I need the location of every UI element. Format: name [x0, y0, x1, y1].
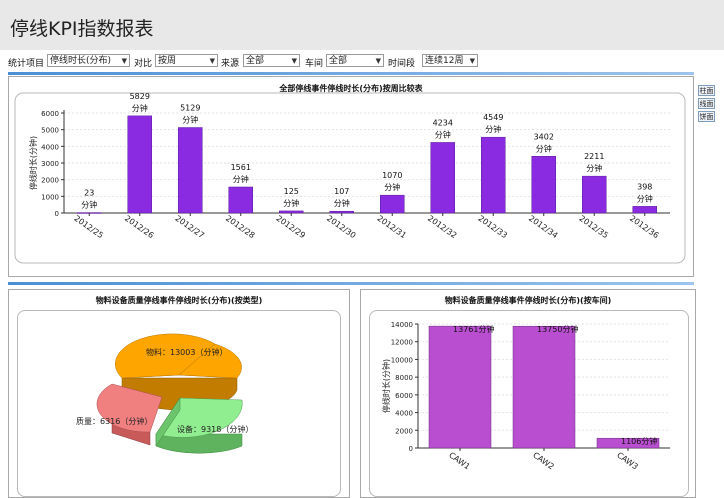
workshop-value: 全部 [329, 56, 348, 66]
section-divider [8, 282, 694, 285]
stat-item-value: 停线时长(分布) [50, 56, 112, 66]
weekly-chart-panel: 全部停线事件停线时长(分布)按周比较表 [8, 76, 694, 277]
compare-value: 按周 [158, 56, 177, 66]
chevron-down-icon: ▼ [375, 57, 381, 65]
workshop-label: 车间 [305, 59, 324, 69]
period-value: 连续12周 [425, 56, 464, 66]
chevron-down-icon: ▼ [209, 57, 215, 65]
chevron-down-icon: ▼ [121, 57, 127, 65]
pie-label-equipment: 设备：9318（分钟） [177, 425, 254, 434]
compare-label: 对比 [134, 59, 153, 69]
source-label: 来源 [221, 59, 240, 69]
workshop-chart-title: 物料设备质量停线事件停线时长(分布)(按车间) [444, 296, 612, 305]
workshop-select[interactable]: 全部 ▼ [326, 54, 384, 67]
pie-view-button[interactable]: 饼面 [698, 111, 715, 122]
period-select[interactable]: 连续12周 ▼ [422, 54, 478, 67]
workshop-chart-plot [369, 310, 689, 497]
title-bar: 停线KPI指数报表 [0, 0, 724, 51]
type-chart-title: 物料设备质量停线事件停线时长(分布)(按类型) [95, 296, 263, 305]
pie-label-quality: 质量：6316（分钟） [76, 417, 153, 426]
type-chart-plot [17, 310, 341, 497]
weekly-chart-title: 全部停线事件停线时长(分布)按周比较表 [279, 84, 423, 93]
page-title: 停线KPI指数报表 [10, 18, 154, 40]
period-label: 时间段 [388, 59, 416, 69]
type-chart-panel: 物料设备质量停线事件停线时长(分布)(按类型) [8, 289, 350, 498]
pie-label-material: 物料：13003（分钟） [146, 348, 228, 357]
stat-item-label: 统计项目 [8, 59, 45, 69]
compare-select[interactable]: 按周 ▼ [155, 54, 218, 67]
workshop-chart-panel: 物料设备质量停线事件停线时长(分布)(按车间) [360, 289, 696, 498]
stat-item-select[interactable]: 停线时长(分布) ▼ [47, 54, 130, 67]
line-view-button[interactable]: 线面 [698, 98, 715, 109]
section-divider [8, 72, 694, 75]
chevron-down-icon: ▼ [469, 57, 475, 65]
bar-view-button[interactable]: 柱面 [698, 85, 715, 96]
source-value: 全部 [246, 56, 265, 66]
chevron-down-icon: ▼ [291, 57, 297, 65]
filter-bar: 统计项目 停线时长(分布) ▼ 对比 按周 ▼ 来源 全部 ▼ 车间 全部 ▼ … [0, 50, 724, 72]
source-select[interactable]: 全部 ▼ [243, 54, 300, 67]
